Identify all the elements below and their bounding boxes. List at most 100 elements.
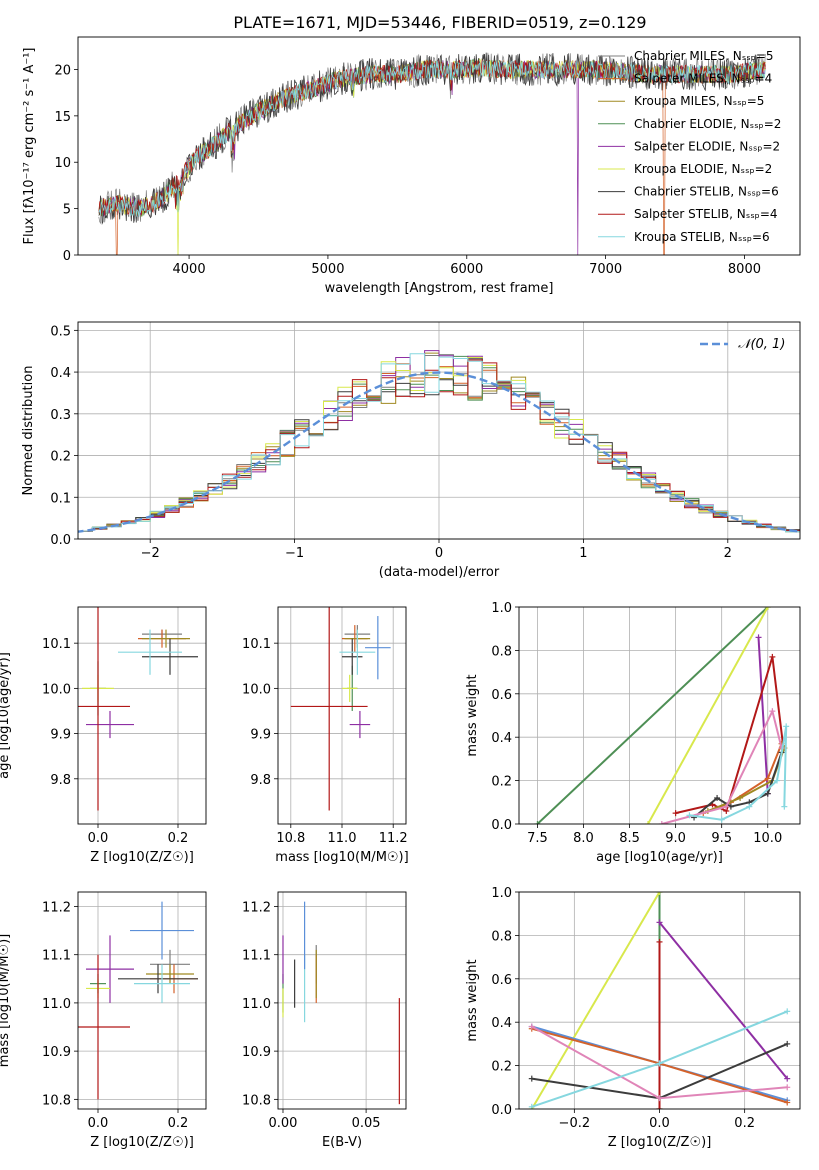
axes-frame — [77, 321, 801, 540]
y-tick-label: 5 — [63, 203, 71, 218]
y-tick-label: 10.8 — [242, 1093, 271, 1108]
x-axis-label: wavelength [Angstrom, rest frame] — [325, 281, 554, 296]
y-tick-label: 11.2 — [242, 900, 271, 915]
x-tick-label: 0.05 — [352, 1116, 381, 1131]
x-tick-label: −1 — [285, 546, 304, 561]
legend-entry: Salpeter MILES, Nₛₛₚ=4 — [634, 72, 772, 86]
axes-frame — [518, 606, 801, 825]
y-tick-label: 0.6 — [491, 973, 512, 988]
plot-area — [528, 892, 791, 1109]
plot-area — [98, 52, 766, 255]
x-axis-label: E(B-V) — [322, 1135, 362, 1150]
x-tick-label: −2 — [141, 546, 160, 561]
x-tick-label: 0.0 — [88, 1116, 109, 1131]
x-axis-label: mass [log10(M/M☉)] — [275, 850, 408, 865]
x-tick-label: 5000 — [311, 262, 344, 277]
x-tick-label: 1 — [579, 546, 587, 561]
x-tick-label: 0.2 — [734, 1116, 755, 1131]
x-tick-label: 7.5 — [527, 831, 548, 846]
y-tick-label: 0.2 — [50, 450, 71, 465]
y-tick-label: 0.8 — [491, 929, 512, 944]
mass-weight-line — [647, 607, 769, 824]
y-axis-label: Normed distribution — [21, 366, 36, 496]
x-tick-label: 9.5 — [711, 831, 732, 846]
panel-mass-vs-ebv: 0.00 0.05 10.8 10.9 11.0 11.1 11.2 E(B-V) — [242, 891, 407, 1150]
y-tick-label: 1.0 — [491, 886, 512, 901]
x-tick-label: 8.0 — [573, 831, 594, 846]
y-tick-label: 10.0 — [42, 682, 71, 697]
y-tick-label: 0.1 — [50, 491, 71, 506]
x-tick-label: 0.2 — [168, 1116, 189, 1131]
x-tick-label: 6000 — [450, 262, 483, 277]
plot-area — [290, 607, 391, 811]
y-tick-label: 0.6 — [491, 688, 512, 703]
y-tick-label: 0.0 — [491, 818, 512, 833]
mass-weight-line — [530, 892, 661, 1109]
mass-weight-line — [757, 637, 769, 794]
y-tick-label: 10.0 — [242, 682, 271, 697]
y-tick-label: 11.1 — [242, 949, 271, 964]
axes-frame — [77, 36, 801, 256]
axes-frame — [77, 606, 207, 825]
axes-frame — [277, 891, 407, 1110]
y-tick-label: 11.0 — [42, 997, 71, 1012]
panel-age-vs-mass: 10.8 11.0 11.2 9.8 9.9 10.0 10.1 mass [log10(M/… — [242, 606, 409, 865]
y-tick-label: 20 — [54, 63, 71, 78]
y-tick-label: 0.3 — [50, 408, 71, 423]
x-tick-label: 8.5 — [619, 831, 640, 846]
panel-mass-weight-vs-z: −0.2 0.0 0.2 0.0 0.2 0.4 0.6 0.8 1.0 Z [log10(Z/Z… — [465, 886, 801, 1150]
x-tick-label: 0 — [435, 546, 443, 561]
y-axis-label: mass weight — [465, 959, 480, 1041]
y-tick-label: 9.9 — [50, 728, 71, 743]
y-tick-label: 9.8 — [250, 773, 271, 788]
y-tick-label: 10.9 — [42, 1045, 71, 1060]
y-tick-label: 1.0 — [491, 601, 512, 616]
mass-weight-line — [536, 607, 769, 824]
residual-histogram — [78, 353, 800, 539]
x-tick-label: 11.0 — [328, 831, 357, 846]
y-tick-label: 0.0 — [491, 1103, 512, 1118]
axes-frame — [518, 891, 801, 1110]
y-tick-label: 11.2 — [42, 900, 71, 915]
x-tick-label: 7000 — [589, 262, 622, 277]
x-tick-label: 11.2 — [379, 831, 408, 846]
x-tick-label: 0.0 — [88, 831, 109, 846]
legend-entry: Chabrier MILES, Nₛₛₚ=5 — [634, 49, 774, 63]
y-tick-label: 0.5 — [50, 324, 71, 339]
x-tick-label: 0.00 — [269, 1116, 298, 1131]
y-tick-label: 0 — [63, 249, 71, 264]
x-tick-label: 2 — [724, 546, 732, 561]
y-axis-label: age [log10(age/yr)] — [0, 652, 12, 779]
y-tick-label: 10.1 — [42, 637, 71, 652]
plot-area — [78, 607, 198, 811]
legend-entry: Salpeter STELIB, Nₛₛₚ=4 — [634, 207, 778, 221]
y-axis-label: Flux [fλ10⁻¹⁷ erg cm⁻² s⁻¹ A⁻¹] — [22, 48, 37, 245]
y-tick-label: 9.9 — [250, 728, 271, 743]
mass-weight-line — [689, 726, 788, 821]
gaussian-curve — [78, 371, 800, 533]
x-axis-label: age [log10(age/yr)] — [596, 850, 723, 865]
panel-mass-vs-z: 0.0 0.2 10.8 10.9 11.0 11.1 11.2 Z [log10(Z/Z☉)… — [0, 891, 207, 1150]
axes-frame — [277, 606, 407, 825]
y-tick-label: 0.8 — [491, 644, 512, 659]
legend-entry: Salpeter ELODIE, Nₛₛₚ=2 — [634, 139, 780, 153]
x-tick-label: 8000 — [728, 262, 761, 277]
x-axis-label: Z [log10(Z/Z☉)] — [90, 1135, 194, 1150]
legend-entry: Kroupa MILES, Nₛₛₚ=5 — [634, 94, 764, 108]
panel-age-vs-z: 0.0 0.2 9.8 9.9 10.0 10.1 Z [log10(Z/Z☉)] age [… — [0, 606, 207, 865]
y-axis-label: mass [log10(M/M☉)] — [0, 934, 12, 1067]
y-tick-label: 0.2 — [491, 775, 512, 790]
legend-entry: Kroupa ELODIE, Nₛₛₚ=2 — [634, 162, 772, 176]
x-tick-label: −0.2 — [559, 1116, 591, 1131]
y-tick-label: 0.0 — [50, 533, 71, 548]
legend-entry: Chabrier STELIB, Nₛₛₚ=6 — [634, 185, 779, 199]
x-tick-label: 10.8 — [276, 831, 305, 846]
x-tick-label: 9.0 — [665, 831, 686, 846]
y-tick-label: 9.8 — [50, 773, 71, 788]
y-tick-label: 11.1 — [42, 949, 71, 964]
y-tick-label: 10 — [54, 156, 71, 171]
x-axis-label: Z [log10(Z/Z☉)] — [608, 1135, 712, 1150]
y-tick-label: 0.4 — [491, 1016, 512, 1031]
plot-area — [534, 607, 790, 824]
